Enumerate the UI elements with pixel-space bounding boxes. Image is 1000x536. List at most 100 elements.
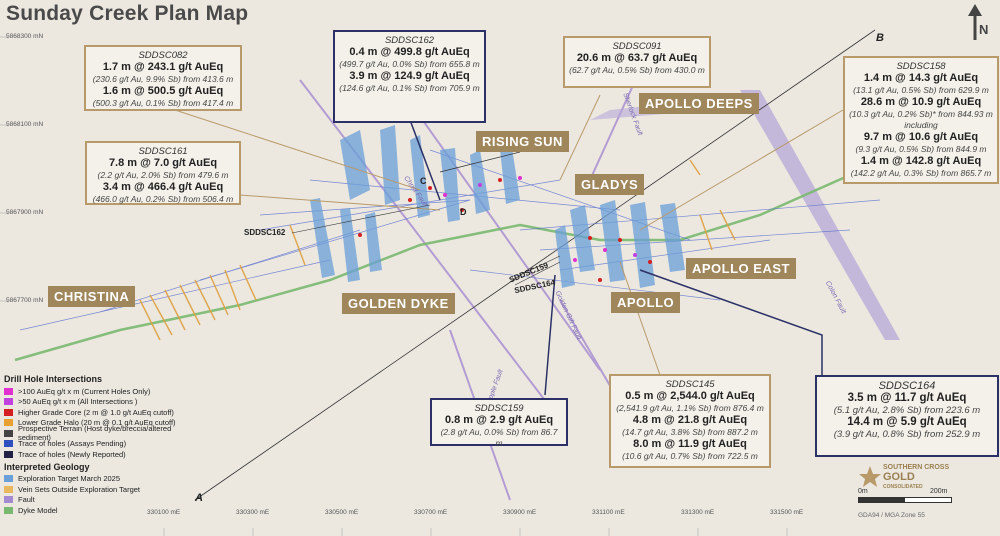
intersection-line: 4.8 m @ 21.8 g/t AuEq (632, 414, 748, 426)
legend-swatch (4, 496, 13, 504)
legend-swatch (4, 450, 13, 458)
legend-label: Fault (18, 495, 35, 505)
legend-label: Lower Grade Halo (20 m @ 0.1 g/t AuEq cu… (18, 418, 176, 428)
intersection-box-sddsc159: SDDSC159 0.8 m @ 2.9 g/t AuEq (2.8 g/t A… (430, 398, 568, 448)
intersection-line: 1.4 m @ 142.8 g/t AuEq (860, 155, 982, 167)
north-arrow-icon (968, 4, 982, 40)
zone-label-gladys: GLADYS (575, 174, 645, 195)
grid-northing-label: 5867700 mN (6, 297, 44, 304)
intersection-line: 8.0 m @ 11.9 g/t AuEq (633, 438, 747, 450)
legend-swatch (4, 485, 13, 493)
north-label: N (979, 22, 989, 37)
zone-label-apollo-east: APOLLO EAST (686, 258, 796, 279)
legend-item: Dyke Model (4, 505, 204, 516)
intersection-detail: (230.6 g/t Au, 9.9% Sb) from 413.6 m (92, 74, 234, 84)
dyke-model (14, 158, 881, 362)
legend-item: Trace of holes (Newly Reported) (4, 449, 204, 460)
intersection-box-sddsc082: SDDSC082 1.7 m @ 243.1 g/t AuEq (230.6 g… (84, 45, 242, 111)
grid-easting-label: 330100 mE (147, 509, 181, 516)
intersection-detail: (2.8 g/t Au, 0.0% Sb) from 86.7 m (440, 427, 558, 448)
legend-label: >100 AuEq g/t x m (Current Holes Only) (18, 386, 151, 396)
intersection-detail: (10.3 g/t Au, 0.2% Sb)* from 844.93 m (849, 109, 993, 119)
colon-fault-zone (740, 90, 900, 340)
scale-label-end: 200m (930, 488, 948, 495)
intersection-line: 9.7 m @ 10.6 g/t AuEq (863, 131, 979, 143)
hole-id: SDDSC164 (878, 380, 936, 392)
grid-northing-label: 5868100 mN (6, 121, 44, 128)
grid-northing-label: 5868300 mN (6, 33, 44, 40)
intersection-line: 0.8 m @ 2.9 g/t AuEq (444, 414, 554, 426)
projection-label: GDA94 / MGA Zone 55 (858, 512, 925, 519)
section-start-label: A (195, 492, 203, 504)
intersection-box-sddsc158: SDDSC158 1.4 m @ 14.3 g/t AuEq (13.1 g/t… (843, 56, 999, 184)
zone-label-rising-sun: RISING SUN (476, 131, 569, 152)
grid-northing-label: 5867900 mN (6, 209, 44, 216)
scale-label-start: 0m (858, 488, 868, 495)
intersection-box-sddsc162: SDDSC162 0.4 m @ 499.8 g/t AuEq (499.7 g… (333, 30, 486, 123)
intersection-line: 1.7 m @ 243.1 g/t AuEq (102, 61, 224, 73)
legend-item: Trace of holes (Assays Pending) (4, 439, 204, 450)
zone-label-apollo-deeps: APOLLO DEEPS (639, 93, 759, 114)
intersection-line: 0.4 m @ 499.8 g/t AuEq (349, 46, 470, 58)
legend-item: Prospective Terrain (Host dyke/breccia/a… (4, 424, 204, 442)
legend-swatch (4, 475, 13, 483)
legend-swatch (4, 398, 13, 406)
intersection-detail: (62.7 g/t Au, 0.5% Sb) from 430.0 m (569, 65, 705, 75)
company-logo: SOUTHERN CROSS GOLD CONSOLIDATED (883, 463, 949, 492)
zone-label-golden-dyke: GOLDEN DYKE (342, 293, 455, 314)
grid-easting-label: 330900 mE (503, 509, 537, 516)
exploration-target (310, 125, 685, 288)
intersection-detail: (14.7 g/t Au, 3.8% Sb) from 887.2 m (622, 427, 758, 437)
logo-line: GOLD (883, 471, 915, 483)
legend-swatch (4, 429, 13, 437)
intersection-detail: (466.0 g/t Au, 0.2% Sb) from 506.4 m (92, 194, 234, 204)
intersection-line: 3.4 m @ 466.4 g/t AuEq (102, 181, 224, 193)
legend-label: Trace of holes (Assays Pending) (18, 439, 127, 449)
legend-label: >50 AuEq g/t x m (All Intersections ) (18, 397, 138, 407)
section-end-label: B (876, 32, 884, 44)
grid-easting-label: 330500 mE (325, 509, 359, 516)
grid-easting-label: 330700 mE (414, 509, 448, 516)
intersection-detail: (3.9 g/t Au, 0.8% Sb) from 252.9 m (833, 429, 981, 440)
legend-label: Dyke Model (18, 505, 58, 515)
intersection-box-sddsc161: SDDSC161 7.8 m @ 7.0 g/t AuEq (2.2 g/t A… (85, 141, 241, 205)
legend-item: Fault (4, 495, 204, 506)
legend-item: Exploration Target March 2025 (4, 474, 204, 485)
legend-item: >50 AuEq g/t x m (All Intersections ) (4, 397, 204, 408)
zone-label-christina: CHRISTINA (48, 286, 136, 307)
grid-easting-label: 330300 mE (236, 509, 270, 516)
hole-id: SDDSC158 (896, 61, 946, 72)
vein-sets (139, 159, 736, 341)
intersection-line: 7.8 m @ 7.0 g/t AuEq (108, 157, 218, 169)
grid-easting-label: 331100 mE (592, 509, 625, 516)
intersection-detail: (500.3 g/t Au, 0.1% Sb) from 417.4 m (92, 98, 234, 108)
grid-easting-label: 331500 mE (770, 509, 804, 516)
section-marker-d: D (460, 207, 467, 217)
legend-swatch (4, 506, 13, 514)
intersection-line: 1.6 m @ 500.5 g/t AuEq (102, 85, 224, 97)
scale-bar (858, 497, 952, 503)
intersection-detail: (499.7 g/t Au, 0.0% Sb) from 655.8 m (339, 59, 480, 69)
logo-line: CONSOLIDATED (883, 484, 923, 490)
legend-swatch (4, 419, 13, 427)
high-grade-points (358, 176, 652, 282)
legend-heading: Interpreted Geology (4, 461, 90, 472)
intersection-detail: (9.3 g/t Au, 0.5% Sb) from 844.9 m (855, 144, 987, 154)
hole-label: SDDSC162 (244, 228, 286, 237)
legend-swatch (4, 387, 13, 395)
intersection-box-sddsc145: SDDSC145 0.5 m @ 2,544.0 g/t AuEq (2,541… (609, 374, 771, 468)
hole-id: SDDSC161 (138, 146, 188, 157)
intersection-line: 0.5 m @ 2,544.0 g/t AuEq (625, 390, 755, 402)
intersection-line: 1.4 m @ 14.3 g/t AuEq (863, 72, 979, 84)
intersection-detail: (142.2 g/t Au, 0.3% Sb) from 865.7 m (850, 168, 992, 178)
leader-lines (174, 94, 844, 396)
intersection-line: 28.6 m @ 10.9 g/t AuEq (860, 96, 982, 108)
intersection-detail: (2,541.9 g/t Au, 1.1% Sb) from 876.4 m (616, 403, 764, 413)
legend-label: Vein Sets Outside Exploration Target (18, 484, 141, 494)
intersection-detail: (124.6 g/t Au, 0.1% Sb) from 705.9 m (339, 83, 480, 93)
logo-line: SOUTHERN CROSS (883, 464, 950, 471)
legend-item: Lower Grade Halo (20 m @ 0.1 g/t AuEq cu… (4, 418, 204, 429)
logo-star-icon (859, 466, 881, 487)
